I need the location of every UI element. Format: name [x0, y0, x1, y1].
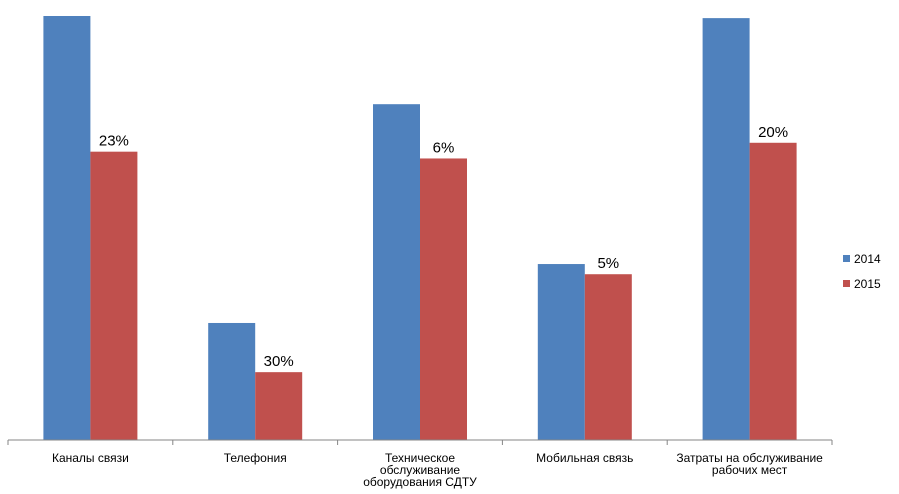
category-label-0: Каналы связи — [52, 451, 129, 465]
legend-label: 2014 — [854, 252, 881, 266]
category-labels-layer: Каналы связи Телефония Техническоеобслужив… — [52, 451, 823, 489]
legend-swatch — [843, 280, 850, 287]
category-label-3: Мобильная связь — [536, 451, 633, 465]
bar-2015-4 — [749, 142, 797, 440]
data-label-2015-4: 20% — [758, 124, 788, 141]
legend-label: 2015 — [854, 277, 881, 291]
data-label-2015-2: 6% — [433, 139, 455, 156]
category-label-line: Мобильная связь — [536, 451, 633, 465]
data-labels-layer: 23% 30% 6% 5% 20% — [99, 124, 788, 370]
legend: 2014 2015 — [843, 252, 881, 291]
data-label-2015-1: 30% — [264, 353, 294, 370]
bar-2014-1 — [208, 322, 256, 440]
bar-2015-0 — [90, 151, 138, 440]
category-label-line: обслуживание — [380, 463, 461, 477]
bar-2014-4 — [702, 18, 750, 441]
category-label-1: Телефония — [224, 451, 287, 465]
bar-2014-2 — [373, 104, 420, 440]
category-label-line: Каналы связи — [52, 451, 129, 465]
x-axis-ticks — [7, 440, 833, 445]
category-label-line: Затраты на обслуживание — [676, 451, 823, 465]
legend-item-2015: 2015 — [843, 277, 881, 291]
category-label-line: Телефония — [224, 451, 287, 465]
bar-2014-3 — [537, 264, 585, 440]
legend-swatch — [843, 255, 850, 262]
bar-2015-2 — [420, 158, 467, 441]
bar-2014-0 — [43, 16, 91, 440]
bar-2015-3 — [584, 274, 632, 440]
category-label-line: оборудования СДТУ — [363, 475, 477, 489]
category-label-line: рабочих мест — [712, 463, 788, 477]
bar-2015-1 — [255, 372, 303, 440]
category-label-line: Техническое — [385, 451, 455, 465]
bars-layer — [43, 16, 797, 441]
data-label-2015-3: 5% — [597, 255, 619, 272]
data-label-2015-0: 23% — [99, 133, 129, 150]
legend-item-2014: 2014 — [843, 252, 881, 266]
